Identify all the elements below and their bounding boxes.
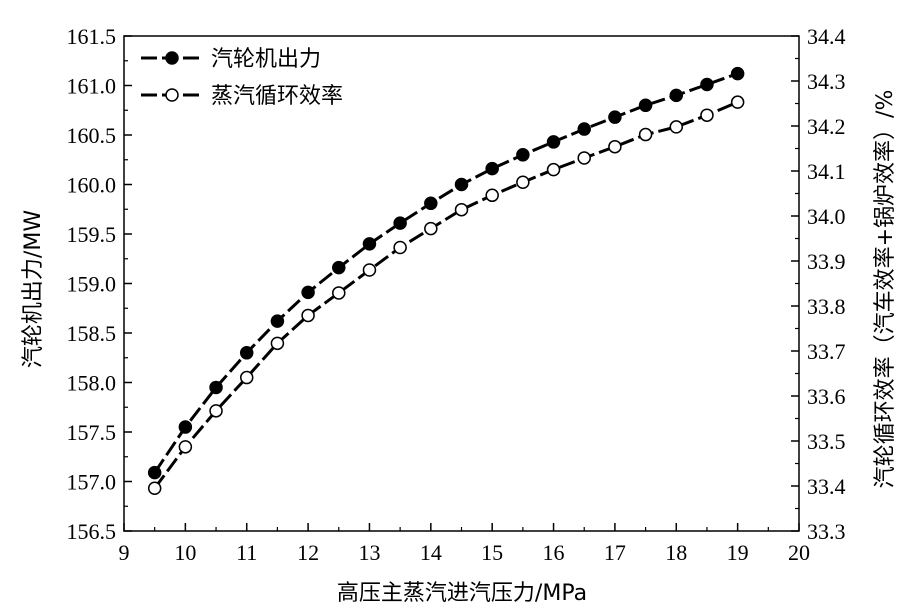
data-point-open	[332, 286, 346, 300]
y-left-tick-label: 160.0	[67, 173, 117, 198]
data-point-filled	[424, 196, 438, 211]
data-point-open	[178, 440, 193, 454]
y-right-tick-label: 33.4	[807, 474, 846, 499]
y-right-tick-label: 33.9	[807, 249, 846, 274]
data-point-open	[362, 263, 377, 277]
data-point-open	[638, 127, 653, 142]
x-tick-label: 17	[604, 540, 626, 565]
y-right-axis-title: 汽轮循环效率（汽车效率+锅炉效率）/%	[873, 90, 898, 489]
y-left-tick-label: 157.5	[67, 420, 117, 445]
data-point-filled	[546, 135, 561, 149]
data-point-filled	[270, 314, 285, 328]
data-point-filled	[608, 110, 622, 124]
x-axis-title: 高压主蒸汽进汽压力/MPa	[337, 581, 587, 606]
data-point-filled	[516, 148, 530, 162]
legend-label-2: 蒸汽循环效率	[211, 84, 343, 109]
y-right-tick-label: 33.6	[807, 384, 846, 409]
x-tick-label: 20	[788, 540, 810, 565]
plot-frame	[123, 35, 800, 532]
data-point-open	[209, 404, 223, 418]
data-point-filled	[669, 88, 684, 103]
x-tick-label: 10	[174, 540, 196, 565]
data-point-open	[608, 139, 622, 154]
data-point-open	[730, 95, 745, 109]
x-tick-label: 11	[236, 540, 257, 565]
y-right-tick-label: 34.2	[807, 114, 846, 139]
data-point-open	[147, 481, 162, 495]
legend-marker-2	[165, 88, 179, 102]
data-point-open	[393, 240, 407, 255]
x-tick-label: 18	[665, 540, 687, 565]
data-point-open	[239, 370, 254, 385]
x-tick-label: 14	[420, 540, 442, 565]
y-right-tick-label: 34.0	[807, 204, 846, 229]
y-left-tick-label: 157.0	[67, 470, 117, 495]
y-right-tick-label: 33.7	[807, 339, 846, 364]
y-left-tick-label: 160.5	[67, 123, 117, 148]
y-left-tick-label: 161.0	[67, 74, 117, 99]
data-point-filled	[362, 237, 377, 251]
data-point-filled	[638, 98, 653, 113]
data-point-open	[546, 162, 561, 177]
data-point-open	[270, 336, 285, 351]
data-point-filled	[147, 465, 162, 480]
y-right-tick-label: 33.8	[807, 294, 846, 319]
y-right-tick-label: 33.3	[807, 519, 846, 544]
y-left-tick-label: 158.0	[67, 371, 117, 396]
data-point-open	[577, 151, 591, 165]
x-tick-label: 16	[543, 540, 565, 565]
data-point-filled	[485, 161, 499, 176]
y-left-tick-label: 159.5	[67, 222, 117, 247]
x-tick-label: 19	[727, 540, 749, 565]
y-left-tick-label: 159.0	[67, 272, 117, 297]
y-left-tick-label: 161.5	[67, 24, 117, 49]
y-left-tick-label: 158.5	[67, 321, 117, 346]
data-point-open	[454, 202, 469, 217]
y-right-tick-label: 34.1	[807, 159, 846, 184]
data-point-open	[301, 308, 315, 323]
x-tick-label: 13	[358, 540, 380, 565]
y-left-axis-title: 汽轮机出力/MW	[21, 210, 46, 368]
x-tick-label: 12	[297, 540, 319, 565]
data-point-filled	[209, 380, 223, 395]
x-tick-label: 9	[119, 540, 130, 565]
data-point-filled	[393, 216, 407, 230]
x-tick-label: 15	[481, 540, 503, 565]
data-point-open	[669, 120, 684, 134]
data-point-open	[485, 188, 499, 203]
data-point-filled	[577, 122, 591, 136]
legend-label-1: 汽轮机出力	[211, 47, 321, 72]
data-point-filled	[454, 177, 469, 192]
data-point-open	[700, 108, 714, 122]
data-point-filled	[730, 66, 745, 81]
data-point-filled	[700, 77, 714, 92]
data-point-filled	[301, 285, 315, 300]
legend-marker-1	[165, 51, 179, 65]
data-point-open	[516, 175, 530, 189]
y-right-tick-label: 33.5	[807, 429, 846, 454]
data-point-filled	[332, 260, 346, 275]
series-line-2	[153, 100, 739, 490]
data-point-filled	[178, 420, 193, 434]
y-right-tick-label: 34.4	[807, 24, 846, 49]
data-point-open	[424, 221, 438, 236]
data-point-filled	[239, 346, 254, 360]
y-left-tick-label: 156.5	[67, 519, 117, 544]
y-right-tick-label: 34.3	[807, 69, 846, 94]
